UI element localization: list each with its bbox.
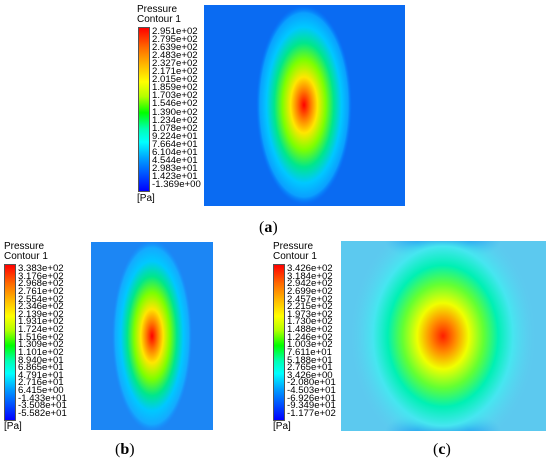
contour-plot-b (91, 242, 213, 430)
legend-a-tick: -1.369e+00 (152, 179, 201, 190)
legend-b-tick: 2.346e+02 (18, 301, 64, 313)
legend-c-title: Pressure (273, 241, 314, 252)
legend-b-unit: [Pa] (4, 421, 22, 432)
legend-c-unit: [Pa] (273, 421, 291, 432)
legend-b-title: Pressure (4, 241, 45, 252)
legend-c-tick: -4.503e+01 (287, 385, 336, 397)
colorbar-c (273, 264, 285, 421)
legend-b-tick: 8.940e+01 (18, 354, 64, 366)
legend-a-tick: 9.224e+01 (152, 130, 198, 142)
legend-c-tick: 2.699e+02 (287, 285, 333, 297)
legend-b-tick: -5.582e+01 (18, 408, 67, 419)
legend-c-tick: 3.426e+00 (287, 369, 333, 381)
legend-c-tick: 3.426e+02 (287, 263, 333, 274)
legend-c-tick: 2.765e+01 (287, 362, 333, 374)
legend-b-tick: -1.433e+01 (18, 392, 67, 404)
legend-c-tick: 1.246e+02 (287, 331, 333, 343)
legend-a-tick: 2.327e+02 (152, 58, 198, 70)
legend-a-tick: 1.703e+02 (152, 90, 198, 102)
legend-b-tick: 6.865e+01 (18, 362, 64, 374)
legend-b-tick: 2.716e+01 (18, 377, 64, 389)
legend-a-tick: 1.234e+02 (152, 114, 198, 126)
legend-b-tick: 1.516e+02 (18, 331, 64, 343)
legend-a-tick: 1.546e+02 (152, 98, 198, 110)
legend-c-subtitle: Contour 1 (273, 251, 317, 262)
legend-b-tick: 1.309e+02 (18, 339, 64, 351)
legend-b-tick: 6.415e+00 (18, 385, 64, 397)
legend-c-tick: 7.611e+01 (287, 346, 332, 358)
legend-c-tick: 1.003e+02 (287, 339, 333, 351)
contour-field-b (91, 242, 213, 430)
legend-c-tick: -1.177e+02 (287, 408, 336, 419)
legend-b-tick: 2.554e+02 (18, 293, 64, 305)
legend-b-tick: -3.508e+01 (18, 400, 67, 412)
legend-a-tick: 7.664e+01 (152, 138, 198, 150)
contour-plot-a (204, 5, 405, 206)
legend-a-unit: [Pa] (137, 193, 155, 204)
caption-c: (c) (433, 441, 451, 458)
legend-a-tick: 2.015e+02 (152, 74, 198, 86)
colorbar-b (4, 264, 16, 421)
legend-c-tick: 3.184e+02 (287, 270, 333, 282)
contour-field-c (341, 241, 546, 431)
legend-a-tick: 2.483e+02 (152, 50, 198, 62)
legend-a-tick: 2.951e+02 (152, 26, 198, 37)
colorbar-a (138, 27, 150, 192)
legend-a-tick: 6.104e+01 (152, 146, 198, 158)
legend-c-tick: -2.080e+01 (287, 377, 336, 389)
legend-b-tick: 2.761e+02 (18, 285, 64, 297)
caption-a: (a) (259, 219, 278, 236)
legend-a-tick: 1.078e+02 (152, 122, 198, 134)
legend-b-tick: 3.383e+02 (18, 263, 64, 274)
legend-c-tick: 2.215e+02 (287, 301, 333, 313)
legend-c-tick: 2.457e+02 (287, 293, 333, 305)
legend-a-tick: 2.171e+02 (152, 66, 198, 78)
legend-c-tick: 5.188e+01 (287, 354, 333, 366)
legend-a-tick: 1.390e+02 (152, 106, 198, 118)
legend-a-title: Pressure (137, 4, 178, 15)
caption-b: (b) (115, 441, 135, 458)
legend-a-tick: 1.423e+01 (152, 170, 198, 182)
legend-c-tick: 1.488e+02 (287, 324, 333, 336)
contour-field-a (204, 5, 405, 206)
legend-c-tick: -6.926e+01 (287, 392, 336, 404)
legend-b-tick: 4.791e+01 (18, 369, 64, 381)
legend-c-tick: 1.730e+02 (287, 316, 333, 328)
legend-a-tick: 4.544e+01 (152, 154, 198, 166)
legend-a-tick: 2.639e+02 (152, 42, 198, 54)
legend-a-tick: 1.859e+02 (152, 82, 198, 94)
legend-a-subtitle: Contour 1 (137, 14, 181, 25)
legend-b-subtitle: Contour 1 (4, 251, 48, 262)
legend-c-tick: -9.349e+01 (287, 400, 336, 412)
legend-b-tick: 2.968e+02 (18, 278, 64, 290)
legend-b-tick: 1.101e+02 (18, 346, 64, 358)
legend-c-tick: 2.942e+02 (287, 278, 333, 290)
legend-b-tick: 2.139e+02 (18, 308, 64, 320)
legend-b-tick: 1.931e+02 (18, 316, 64, 328)
legend-a-tick: 2.795e+02 (152, 34, 198, 46)
legend-b-tick: 3.176e+02 (18, 270, 64, 282)
legend-c-tick: 1.973e+02 (287, 308, 333, 320)
legend-b-tick: 1.724e+02 (18, 324, 64, 336)
contour-plot-c (341, 241, 546, 431)
legend-a-tick: 2.983e+01 (152, 162, 198, 174)
